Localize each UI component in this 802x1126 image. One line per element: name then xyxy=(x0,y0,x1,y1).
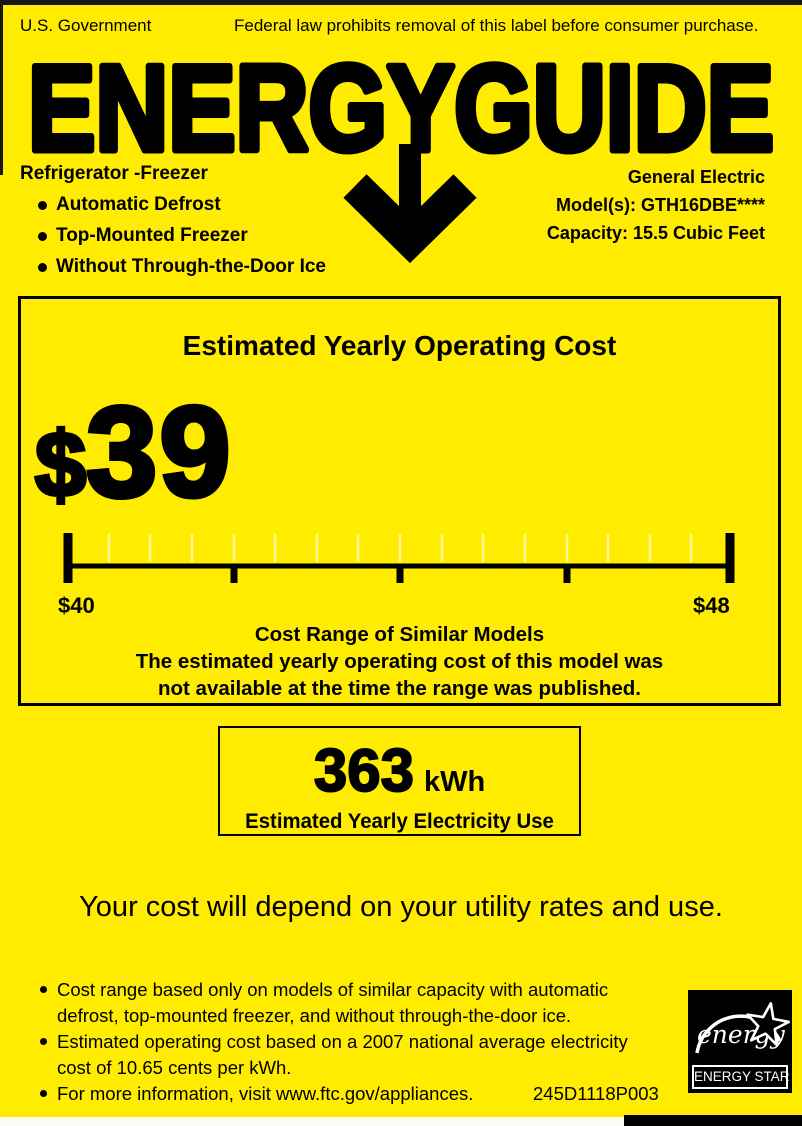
scale-caption-line: The estimated yearly operating cost of t… xyxy=(135,650,664,673)
feature-label: Automatic Defrost xyxy=(56,194,221,215)
scale-min-label: $40 xyxy=(58,593,95,618)
bullet-icon xyxy=(38,231,47,241)
bullet-icon xyxy=(40,1038,47,1045)
cost-value: 39 xyxy=(84,381,233,524)
minor-ticks xyxy=(107,534,693,562)
scale-caption-title: Cost Range of Similar Models xyxy=(254,623,545,646)
scale-caption: Cost Range of Similar Models The estimat… xyxy=(21,621,778,702)
currency-symbol: $ xyxy=(33,414,88,516)
star-icon xyxy=(746,1002,790,1047)
footnote-text: Estimated operating cost based on a 2007… xyxy=(57,1031,628,1078)
scan-edge-left xyxy=(0,0,3,175)
footnote-item: Cost range based only on models of simil… xyxy=(40,977,658,1029)
operating-cost-box: Estimated Yearly Operating Cost $39 xyxy=(18,296,781,706)
model-number: Model(s): GTH16DBE**** xyxy=(555,195,765,215)
footnote-item: Estimated operating cost based on a 2007… xyxy=(40,1029,658,1081)
manufacturer-block: General Electric Model(s): GTH16DBE**** … xyxy=(547,163,765,247)
kwh-unit: kWh xyxy=(423,766,486,798)
scan-bar-bottom xyxy=(624,1115,802,1126)
feature-label: Without Through-the-Door Ice xyxy=(56,256,326,277)
manufacturer-name: General Electric xyxy=(627,167,765,187)
bullet-icon xyxy=(40,1090,47,1097)
scale-max-label: $48 xyxy=(693,593,730,618)
energy-star-art: energy xyxy=(695,1002,790,1054)
product-category: Refrigerator -Freezer xyxy=(20,163,208,184)
scan-edge-bottom xyxy=(0,1117,802,1126)
feature-label: Top-Mounted Freezer xyxy=(56,225,248,246)
electricity-use-box: 363 kWh Estimated Yearly Electricity Use xyxy=(218,726,581,836)
feature-item: Automatic Defrost xyxy=(38,194,326,216)
energy-star-wordmark: ENERGY STAR xyxy=(692,1065,790,1089)
down-arrow-icon xyxy=(343,144,477,264)
kwh-value: 363 xyxy=(313,737,415,804)
scan-edge-top xyxy=(0,0,802,5)
footnote-text: Cost range based only on models of simil… xyxy=(57,979,609,1026)
energyguide-logo-text: ENERGYGUIDE xyxy=(28,40,774,176)
product-features-block: Refrigerator -Freezer Automatic Defrost … xyxy=(20,163,326,278)
footnotes-list: Cost range based only on models of simil… xyxy=(40,977,658,1107)
footnote-item: For more information, visit www.ftc.gov/… xyxy=(40,1081,658,1107)
cost-range-scale xyxy=(63,533,735,583)
part-number: 245D1118P003 xyxy=(533,1083,659,1104)
energy-star-logo: energy ENERGY STAR xyxy=(688,990,792,1093)
scale-caption-line: not available at the time the range was … xyxy=(157,677,641,700)
bullet-icon xyxy=(38,200,47,210)
major-ticks xyxy=(230,566,571,583)
feature-item: Without Through-the-Door Ice xyxy=(38,256,326,278)
cost-box-title: Estimated Yearly Operating Cost xyxy=(182,330,617,361)
bullet-icon xyxy=(38,262,47,272)
electricity-use-value-row: 363 kWh xyxy=(220,737,579,804)
yearly-cost-amount: $39 xyxy=(33,381,233,524)
capacity: Capacity: 15.5 Cubic Feet xyxy=(546,223,765,243)
header-legal-text: Federal law prohibits removal of this la… xyxy=(234,16,759,35)
footnote-text: For more information, visit www.ftc.gov/… xyxy=(57,1083,474,1104)
energyguide-logo: ENERGYGUIDE xyxy=(25,37,778,180)
utility-rates-notice: Your cost will depend on your utility ra… xyxy=(79,891,723,923)
header-agency: U.S. Government xyxy=(20,16,152,35)
bullet-icon xyxy=(40,986,47,993)
feature-item: Top-Mounted Freezer xyxy=(38,225,326,247)
electricity-use-label: Estimated Yearly Electricity Use xyxy=(245,810,554,833)
